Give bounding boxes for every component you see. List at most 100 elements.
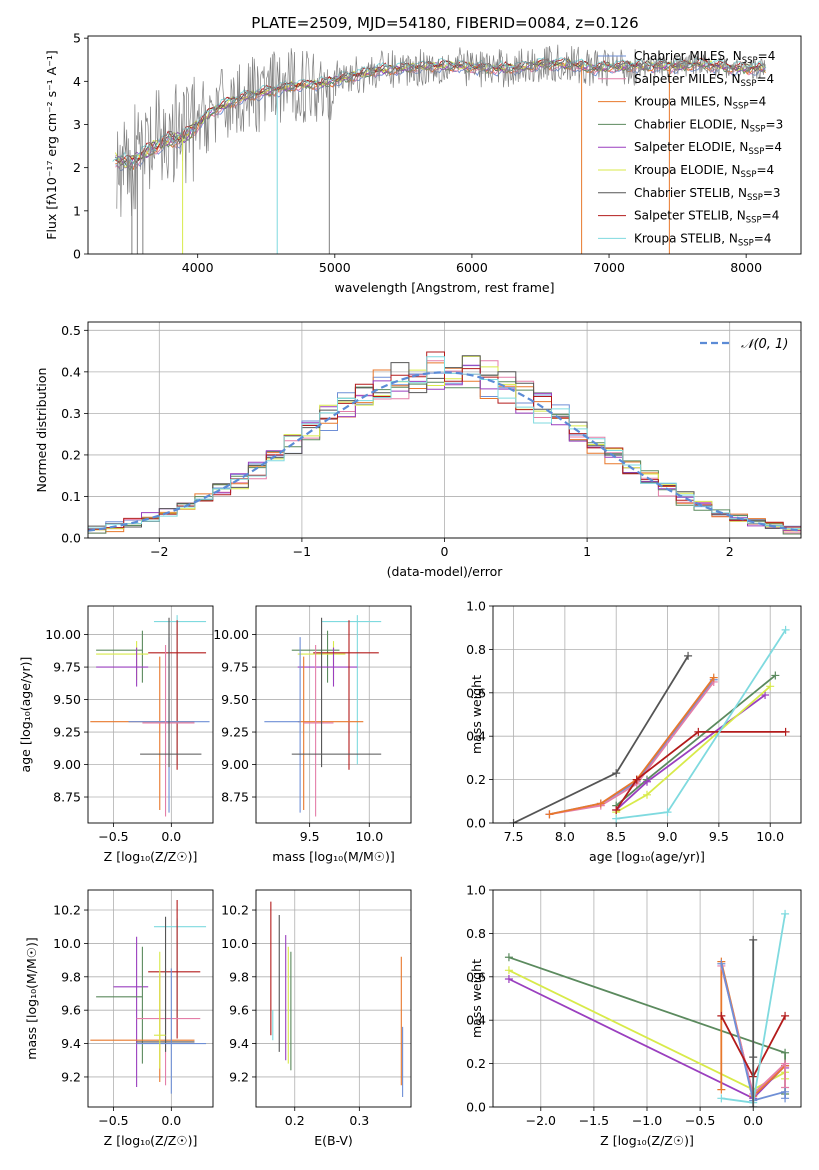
y-tick-label: 9.25 bbox=[53, 725, 81, 740]
y-tick-label: 9.25 bbox=[221, 725, 249, 740]
y-tick-label: 9.75 bbox=[53, 660, 81, 675]
mass-weight-line bbox=[549, 681, 715, 816]
y-tick-label: 0.0 bbox=[466, 816, 486, 831]
y-tick-label: 1 bbox=[73, 203, 81, 218]
y-tick-label: 9.00 bbox=[53, 757, 81, 772]
plot-area bbox=[90, 615, 210, 817]
legend-entry: Kroupa STELIB, NSSP=4 bbox=[634, 231, 772, 248]
x-tick-label: −1.0 bbox=[632, 1113, 662, 1128]
chart-residuals: −2 −1 0 1 2 0.0 0.1 0.2 0.3 0.4 0.5 (data-model)/er… bbox=[34, 321, 802, 579]
legend-subscript: SSP bbox=[750, 124, 766, 134]
x-tick-label: 8000 bbox=[730, 260, 762, 275]
y-axis-label: age [log₁₀(age/yr)] bbox=[18, 657, 33, 773]
x-tick-label: 1 bbox=[583, 544, 591, 559]
y-tick-label: 0.5 bbox=[61, 323, 81, 338]
y-tick-label: 9.2 bbox=[61, 1069, 81, 1084]
axes-frame bbox=[87, 605, 214, 824]
mass-weight-marker bbox=[761, 690, 770, 699]
mass-weight-line bbox=[615, 731, 786, 811]
mass-weight-marker bbox=[717, 1094, 726, 1103]
mass-weight-marker bbox=[612, 805, 621, 814]
x-axis-label: (data-model)/error bbox=[387, 564, 504, 579]
x-axis-label: E(B-V) bbox=[314, 1133, 353, 1148]
legend-value: =4 bbox=[756, 163, 774, 177]
mass-weight-marker bbox=[781, 1059, 790, 1068]
mass-weight-line bbox=[616, 629, 787, 820]
legend-value: =4 bbox=[764, 140, 782, 154]
legend-text: Salpeter MILES, N bbox=[634, 72, 741, 86]
y-tick-label: 3 bbox=[73, 117, 81, 132]
x-axis-label: Z [log₁₀(Z/Z☉)] bbox=[104, 849, 198, 864]
axes-frame bbox=[255, 605, 412, 824]
x-tick-label: 9.0 bbox=[658, 829, 678, 844]
chart-age-vs-Z: −0.5 0.0 8.75 9.00 9.25 9.50 9.75 10.00 Z [log₁₀… bbox=[18, 605, 214, 864]
y-tick-label: 10.00 bbox=[45, 627, 81, 642]
mass-weight-marker bbox=[545, 810, 554, 819]
chart-mass-weight-vs-Z: −2.0 −1.5 −1.0 −0.5 0.0 0.0 0.2 0.4 0.6 0.8 1.0 Z [… bbox=[466, 883, 802, 1148]
y-tick-label: 9.50 bbox=[53, 692, 81, 707]
x-tick-label: 0 bbox=[441, 544, 449, 559]
y-tick-label: 0.2 bbox=[61, 447, 81, 462]
x-axis-label: wavelength [Angstrom, rest frame] bbox=[334, 280, 554, 295]
legend-text: Salpeter STELIB, N bbox=[634, 209, 746, 223]
legend-text: Salpeter ELODIE, N bbox=[634, 140, 748, 154]
plot-area bbox=[270, 901, 404, 1097]
gaussian-curve bbox=[88, 371, 801, 532]
mass-weight-marker bbox=[749, 1103, 758, 1107]
y-tick-label: 0.6 bbox=[466, 969, 486, 984]
legend-text: Kroupa MILES, N bbox=[634, 95, 733, 109]
mass-weight-marker bbox=[781, 1048, 790, 1057]
mass-weight-marker bbox=[663, 808, 672, 817]
mass-weight-marker bbox=[771, 671, 780, 680]
y-tick-label: 9.75 bbox=[221, 660, 249, 675]
y-tick-label: 9.6 bbox=[229, 1003, 249, 1018]
plot-area bbox=[88, 351, 801, 535]
figure-title: PLATE=2509, MJD=54180, FIBERID=0084, z=0… bbox=[251, 14, 638, 32]
mass-weight-marker bbox=[766, 682, 775, 691]
y-tick-label: 0.3 bbox=[61, 406, 81, 421]
mass-weight-marker bbox=[643, 790, 651, 799]
y-tick-label: 0.2 bbox=[466, 772, 486, 787]
y-tick-label: 0.8 bbox=[466, 926, 486, 941]
mass-weight-marker bbox=[781, 1094, 790, 1103]
y-tick-label: 10.0 bbox=[221, 936, 249, 951]
mass-weight-marker bbox=[781, 909, 790, 918]
legend-value: =4 bbox=[749, 95, 767, 109]
legend-text: Kroupa ELODIE, N bbox=[634, 163, 741, 177]
legend-entry: 𝒩(0, 1) bbox=[741, 337, 788, 352]
y-tick-label: 0.1 bbox=[61, 489, 81, 504]
x-tick-label: −2.0 bbox=[526, 1113, 556, 1128]
x-tick-label: 8.0 bbox=[555, 829, 575, 844]
mass-weight-marker bbox=[684, 651, 693, 660]
y-tick-label: 0.0 bbox=[466, 1100, 486, 1115]
y-tick-label: 0.4 bbox=[61, 364, 81, 379]
y-axis-label: Normed distribution bbox=[34, 368, 49, 493]
legend-text: Kroupa STELIB, N bbox=[634, 231, 738, 245]
y-tick-label: 9.2 bbox=[229, 1069, 249, 1084]
legend-text: Chabrier MILES, N bbox=[634, 49, 742, 63]
chart-mass-weight-vs-age: 7.5 8.0 8.5 9.0 9.5 10.0 0.0 0.2 0.4 0.6 0.8 1.0 age… bbox=[466, 599, 802, 864]
y-axis-label: mass weight bbox=[469, 959, 484, 1038]
legend-entry: Chabrier MILES, NSSP=4 bbox=[634, 49, 775, 66]
legend-entry: Kroupa ELODIE, NSSP=4 bbox=[634, 163, 774, 180]
plot-area bbox=[90, 900, 207, 1094]
y-tick-label: 0.2 bbox=[466, 1056, 486, 1071]
legend-value: =3 bbox=[763, 186, 781, 200]
y-tick-label: 1.0 bbox=[466, 883, 486, 898]
legend-entry: Salpeter MILES, NSSP=4 bbox=[634, 72, 774, 89]
legend-value: =4 bbox=[762, 209, 780, 223]
chart-spectrum: 4000 5000 6000 7000 8000 0 1 2 3 4 5 wavelength [An… bbox=[44, 31, 802, 295]
x-tick-label: −1.5 bbox=[579, 1113, 609, 1128]
plot-area bbox=[264, 615, 382, 817]
x-tick-label: 0.0 bbox=[161, 829, 181, 844]
y-tick-label: 0.4 bbox=[466, 1013, 486, 1028]
plot-area bbox=[504, 909, 790, 1107]
mass-weight-marker bbox=[504, 953, 513, 962]
y-axis-label: mass [log₁₀(M/M☉)] bbox=[24, 937, 39, 1059]
y-tick-label: 9.4 bbox=[61, 1036, 81, 1051]
x-axis-label: Z [log₁₀(Z/Z☉)] bbox=[600, 1133, 694, 1148]
x-tick-label: 10.0 bbox=[355, 829, 383, 844]
y-tick-label: 1.0 bbox=[466, 599, 486, 614]
mass-weight-marker bbox=[632, 775, 641, 784]
mass-weight-marker bbox=[694, 727, 703, 736]
